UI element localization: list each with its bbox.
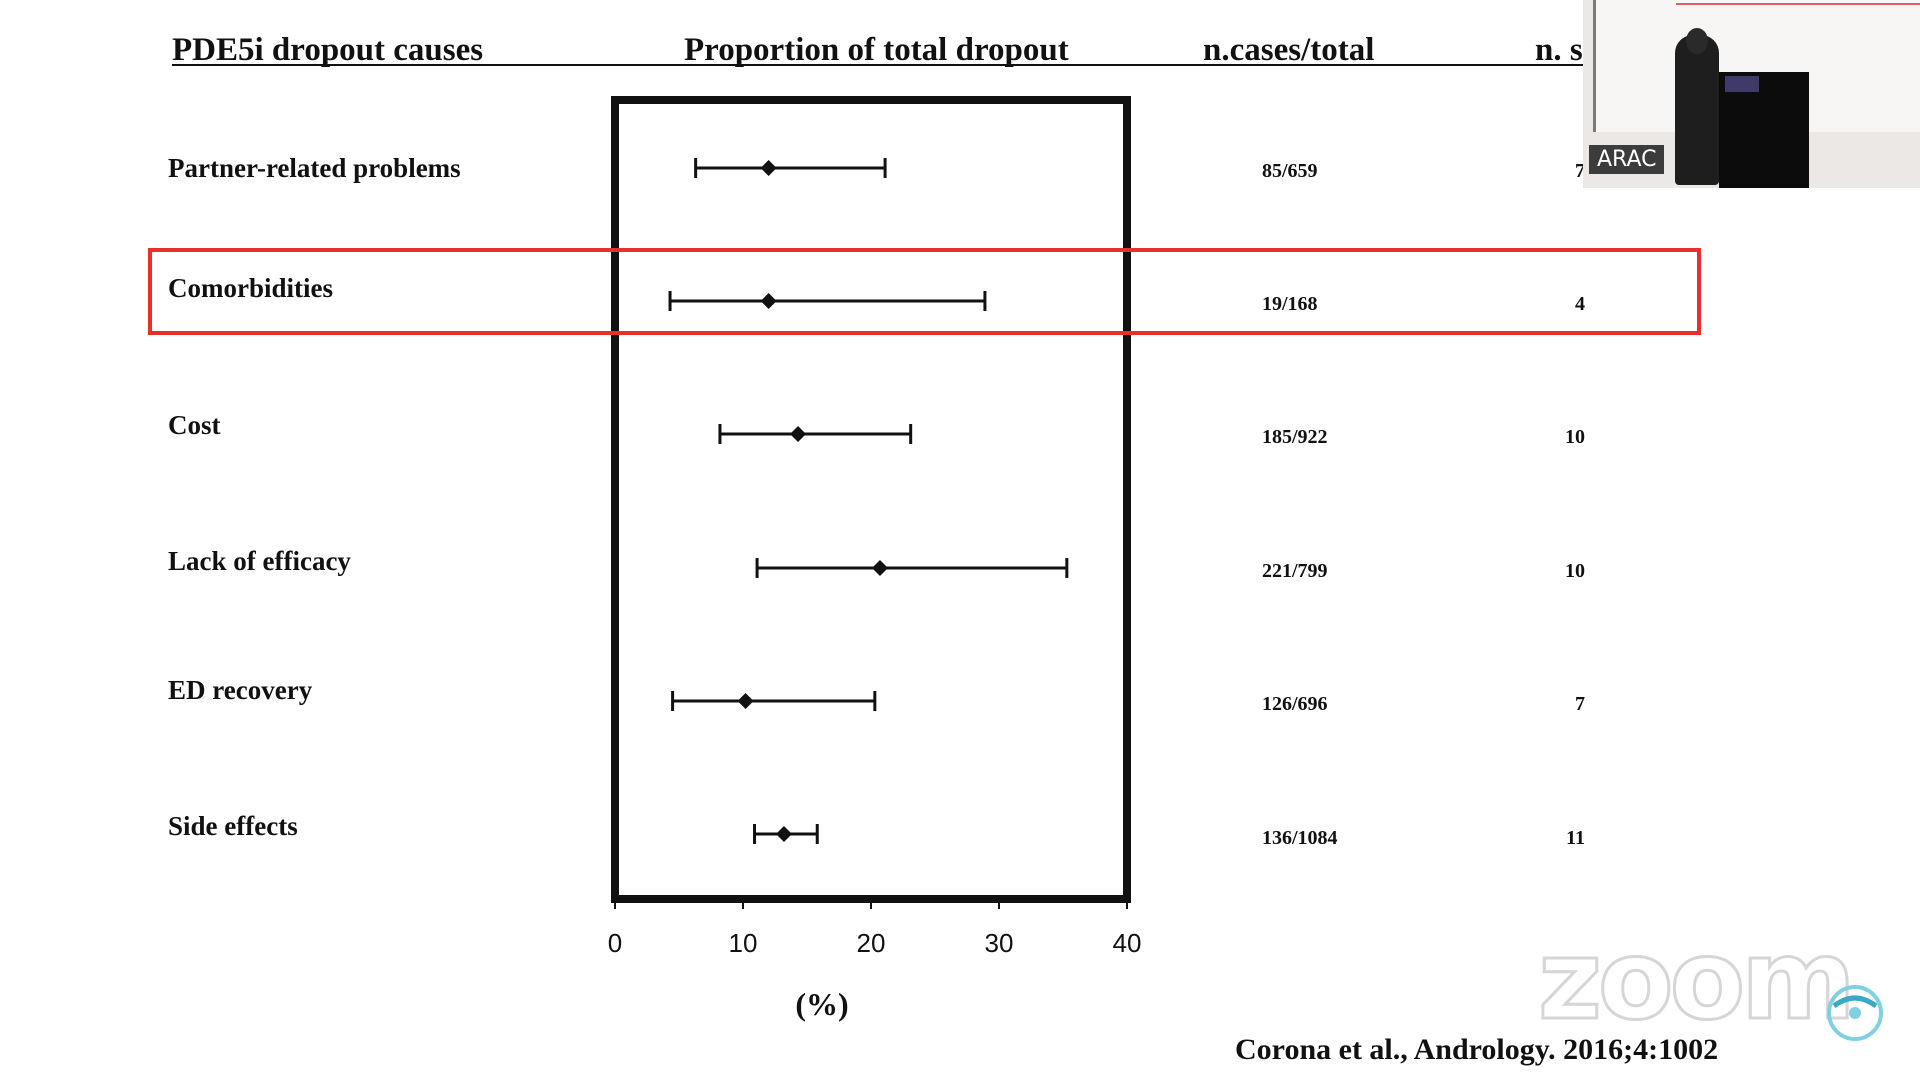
- row-label-cost: Cost: [168, 410, 221, 440]
- point-estimate: [790, 426, 807, 442]
- point-estimate: [760, 293, 777, 309]
- x-tick-label: 20: [857, 928, 886, 958]
- cases-efficacy: 221/799: [1262, 560, 1328, 582]
- studies-partner: 7: [1575, 160, 1585, 182]
- row-label-comorbidities: Comorbidities: [168, 273, 333, 303]
- row-label-ed-recovery: ED recovery: [168, 675, 313, 705]
- x-tick-label: 10: [729, 928, 758, 958]
- point-estimate: [737, 693, 754, 709]
- forest-row-4: [671, 691, 877, 711]
- cases-comorbidities: 19/168: [1262, 293, 1318, 315]
- highlight-box: [148, 248, 1701, 335]
- point-estimate: [760, 160, 777, 176]
- row-label-efficacy: Lack of efficacy: [168, 546, 351, 576]
- header-studies: n. s: [1535, 32, 1583, 68]
- forest-row-0: [694, 158, 887, 178]
- point-estimate: [775, 826, 792, 842]
- row-label-partner: Partner-related problems: [168, 153, 461, 183]
- x-tick-label: 40: [1113, 928, 1142, 958]
- header-proportion: Proportion of total dropout: [684, 32, 1069, 68]
- citation: Corona et al., Andrology. 2016;4:1002: [1235, 1033, 1719, 1066]
- speaker-video: ARAC: [1583, 0, 1920, 188]
- plot-frame: [611, 96, 1131, 903]
- header-cases: n.cases/total: [1203, 32, 1375, 68]
- x-axis-label: (%): [795, 986, 848, 1022]
- zoom-watermark: zoom: [1537, 916, 1858, 1044]
- cases-cost: 185/922: [1262, 426, 1328, 448]
- forest-row-3: [755, 558, 1069, 578]
- studies-comorbidities: 4: [1575, 293, 1585, 315]
- studies-cost: 10: [1565, 426, 1585, 448]
- x-tick-label: 0: [608, 928, 622, 958]
- conference-logo-icon: [1827, 985, 1883, 1041]
- participant-name-label: ARAC: [1589, 145, 1665, 174]
- header-causes: PDE5i dropout causes: [172, 32, 484, 68]
- studies-ed-recovery: 7: [1575, 693, 1585, 715]
- row-label-side-effects: Side effects: [168, 811, 298, 841]
- presenter-figure: [1675, 35, 1719, 185]
- forest-row-2: [718, 424, 913, 444]
- forest-plot: 0 10 20 30 40 (%): [608, 96, 1142, 1022]
- header-underline: [172, 64, 1592, 66]
- forest-row-5: [753, 824, 819, 844]
- cases-side-effects: 136/1084: [1262, 827, 1338, 849]
- studies-side-effects: 11: [1566, 827, 1585, 849]
- cases-ed-recovery: 126/696: [1262, 693, 1328, 715]
- point-estimate: [871, 560, 888, 576]
- x-tick-label: 30: [985, 928, 1014, 958]
- cases-partner: 85/659: [1262, 160, 1318, 182]
- forest-row-1: [668, 291, 987, 311]
- studies-efficacy: 10: [1565, 560, 1585, 582]
